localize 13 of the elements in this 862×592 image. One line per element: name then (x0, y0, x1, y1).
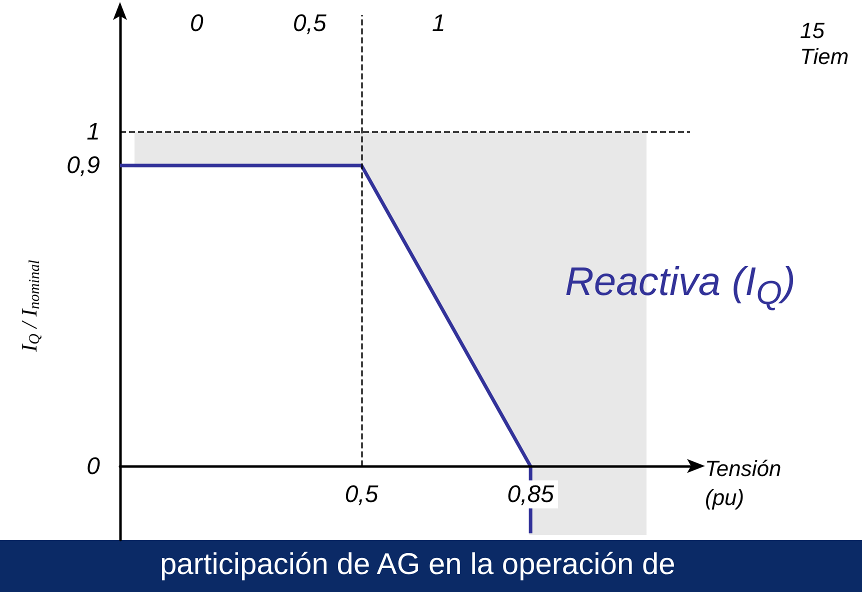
annotation: 0 (190, 10, 204, 38)
text: participación de AG en la operación de (160, 548, 676, 582)
y-tick-label: 0,9 (66, 152, 100, 179)
y-tick-label: 0 (86, 452, 101, 480)
annotation: Reactiva (I$_{Q}$) (565, 260, 796, 313)
y-tick-label: 1 (86, 118, 100, 146)
x-tick-label: 0,85 (507, 480, 555, 508)
annotation: 0,5 (293, 10, 326, 38)
x-axis-title: Tensión (pu) (705, 455, 782, 512)
annotation: 1 (432, 10, 446, 38)
text: Tiem (800, 44, 849, 70)
y-axis-title: IQ / Inominal (16, 260, 43, 353)
text: 15 (800, 18, 824, 44)
